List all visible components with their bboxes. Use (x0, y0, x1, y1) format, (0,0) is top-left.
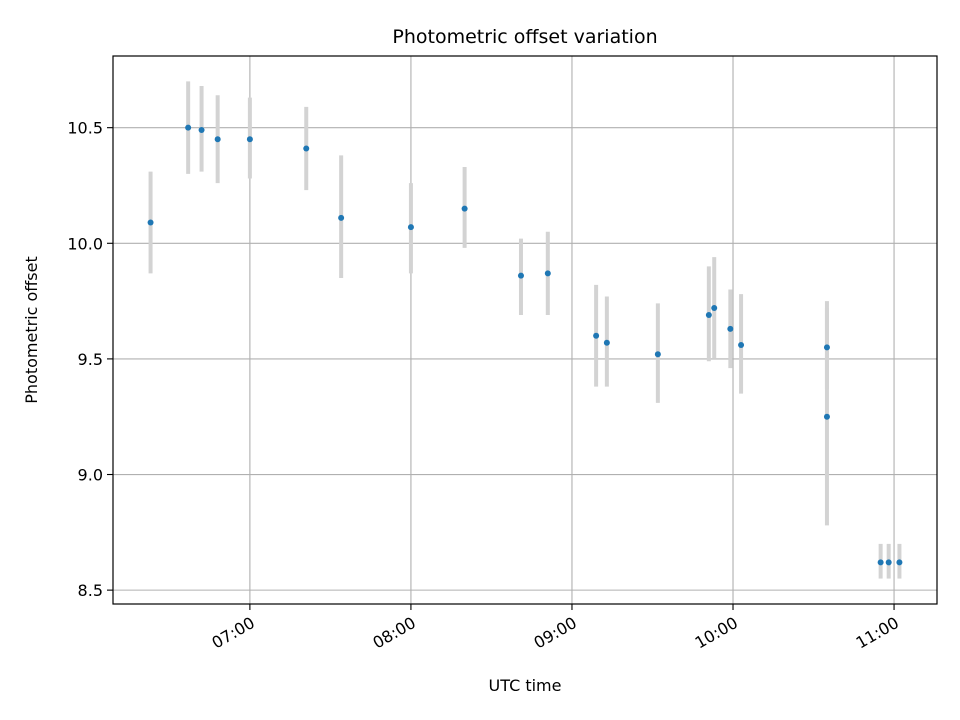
data-point (544, 270, 551, 277)
point-layer (147, 124, 903, 566)
data-point (185, 124, 192, 131)
y-tick-label: 8.5 (78, 581, 103, 600)
y-tick-label: 9.0 (78, 466, 103, 485)
y-axis-label: Photometric offset (22, 256, 41, 404)
y-tick-label: 10.5 (67, 119, 103, 138)
x-tick-label: 09:00 (531, 613, 580, 653)
data-point (727, 325, 734, 332)
grid-layer (113, 56, 937, 604)
x-axis-label: UTC time (489, 676, 562, 695)
data-point (877, 559, 884, 566)
data-point (823, 413, 830, 420)
data-point (711, 305, 718, 312)
data-point (823, 344, 830, 351)
data-point (303, 145, 310, 152)
data-point (603, 339, 610, 346)
data-point (214, 136, 221, 143)
data-point (593, 332, 600, 339)
x-tick-label: 11:00 (853, 613, 902, 653)
data-point (246, 136, 253, 143)
data-point (461, 205, 468, 212)
y-tick-label: 9.5 (78, 350, 103, 369)
data-point (517, 272, 524, 279)
tick-layer: 07:00 08:00 09:00 10:00 11:00 8.5 9.0 9.5 10.0 10… (67, 119, 902, 653)
x-tick-label: 10:00 (692, 613, 741, 653)
chart-title: Photometric offset variation (392, 26, 657, 48)
errorbar-layer (148, 81, 902, 579)
x-tick-label: 08:00 (369, 613, 418, 653)
data-point (885, 559, 892, 566)
data-point (147, 219, 154, 226)
data-point (738, 342, 745, 349)
data-point (896, 559, 903, 566)
y-tick-label: 10.0 (67, 234, 103, 253)
data-point (338, 214, 345, 221)
x-tick-label: 07:00 (208, 613, 257, 653)
data-point (198, 126, 205, 133)
data-point (654, 351, 661, 358)
plot-frame (112, 55, 938, 605)
data-point (705, 311, 712, 318)
data-point (407, 224, 414, 231)
